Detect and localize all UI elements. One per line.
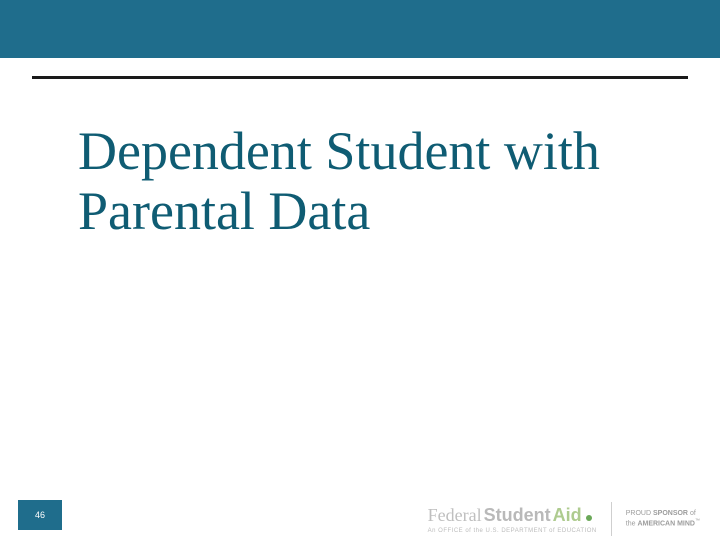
branding-area: Federal Student Aid An OFFICE of the U.S… — [428, 502, 700, 536]
footer: 46 Federal Student Aid An OFFICE of the … — [0, 484, 720, 540]
slide-title: Dependent Student with Parental Data — [78, 121, 672, 242]
brand-subline: An OFFICE of the U.S. DEPARTMENT of EDUC… — [428, 528, 597, 534]
sponsor-text: the — [626, 521, 638, 528]
brand-word-federal: Federal — [428, 505, 482, 526]
brand-vertical-divider — [611, 502, 612, 536]
content-area: Dependent Student with Parental Data — [0, 79, 720, 242]
trademark-icon: ™ — [695, 518, 700, 524]
page-number: 46 — [35, 510, 45, 520]
sponsor-line-1: PROUD SPONSOR of — [626, 509, 700, 518]
brand-wordmark: Federal Student Aid — [428, 505, 592, 526]
brand-dot-icon — [586, 515, 592, 521]
top-color-band — [0, 0, 720, 58]
sponsor-tagline: PROUD SPONSOR of the AMERICAN MIND™ — [626, 509, 700, 529]
sponsor-text-strong: AMERICAN MIND — [637, 521, 695, 528]
brand-word-student: Student — [484, 505, 551, 526]
brand-logo: Federal Student Aid An OFFICE of the U.S… — [428, 505, 597, 534]
page-number-box: 46 — [18, 500, 62, 530]
sponsor-text: PROUD — [626, 510, 653, 517]
sponsor-line-2: the AMERICAN MIND™ — [626, 518, 700, 528]
brand-word-aid: Aid — [553, 505, 582, 526]
sponsor-text-strong: SPONSOR — [653, 510, 688, 517]
sponsor-text: of — [688, 510, 696, 517]
